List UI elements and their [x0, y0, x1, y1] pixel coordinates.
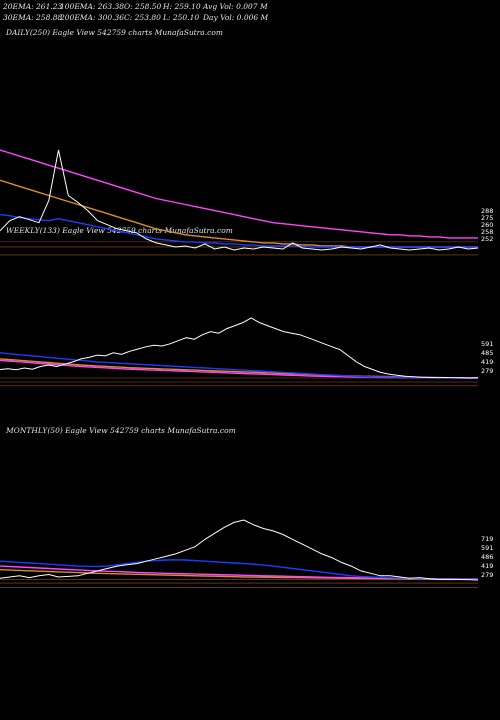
- daily-price-line: [0, 149, 479, 251]
- low-stat: L: 250.10: [163, 13, 200, 22]
- monthly-axis-label: 279: [481, 571, 493, 579]
- daily-axis-label: 258: [481, 228, 493, 236]
- daily-axis-label: 275: [481, 214, 493, 222]
- monthly-axis-label: 419: [481, 562, 493, 570]
- ema20-stat: 20EMA: 261.23: [3, 2, 63, 11]
- daily-axis-label: 252: [481, 235, 493, 243]
- daily-short-ema-line: [0, 213, 478, 248]
- weekly-chart-title: WEEKLY(133) Eagle View 542759 charts Mun…: [6, 226, 233, 235]
- ema100-stat: 100EMA: 263.38: [60, 2, 125, 11]
- high-stat: H: 259.10: [163, 2, 201, 11]
- monthly-price-line: [0, 519, 479, 581]
- weekly-short-ema-line: [0, 352, 478, 379]
- weekly-axis-label: 419: [481, 358, 493, 366]
- monthly-axis-label: 719: [481, 535, 493, 543]
- monthly-axis-label: 486: [481, 553, 493, 561]
- monthly-axis-label: 591: [481, 544, 493, 552]
- daily-axis-label: 288: [481, 207, 493, 215]
- weekly-price-line: [0, 317, 479, 379]
- day-vol-stat: Day Vol: 0.006 M: [203, 13, 269, 22]
- ema200-stat: 200EMA: 300.36: [60, 13, 125, 22]
- daily-chart-title: DAILY(250) Eagle View 542759 charts Muna…: [6, 28, 223, 37]
- stats-header: 20EMA: 261.23 100EMA: 263.38 O: 258.50 H…: [3, 0, 497, 22]
- daily-axis-label: 260: [481, 221, 493, 229]
- weekly-axis-label: 485: [481, 349, 493, 357]
- daily-mid-ema-line: [0, 149, 478, 239]
- avg-vol-stat: Avg Vol: 0.007 M: [203, 2, 268, 11]
- daily-long-ema-line: [0, 179, 478, 248]
- monthly-short-ema-line: [0, 559, 479, 581]
- open-stat: O: 258.50: [124, 2, 162, 11]
- monthly-chart-title: MONTHLY(50) Eagle View 542759 charts Mun…: [6, 426, 236, 435]
- weekly-axis-label: 591: [481, 340, 493, 348]
- close-stat: C: 253.80: [124, 13, 161, 22]
- weekly-axis-label: 279: [481, 367, 493, 375]
- ema30-stat: 30EMA: 258.88: [3, 13, 63, 22]
